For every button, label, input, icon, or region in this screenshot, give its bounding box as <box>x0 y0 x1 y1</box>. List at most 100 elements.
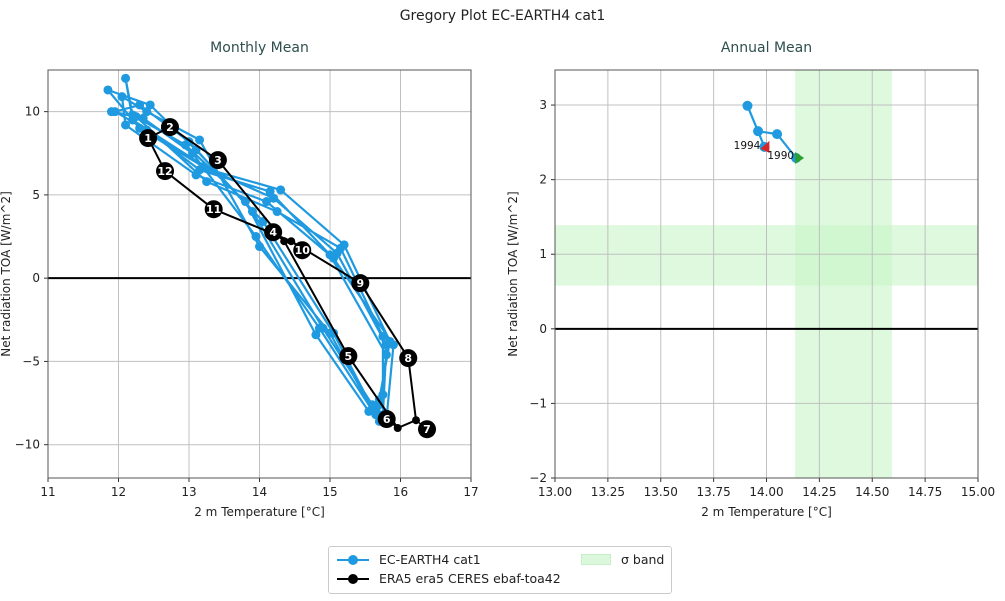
obs-point <box>280 237 289 246</box>
start-marker <box>795 152 805 165</box>
model-point <box>135 123 145 133</box>
x-tick-label: 14 <box>252 485 267 499</box>
legend-band-swatch <box>581 554 611 565</box>
x-tick-label: 16 <box>393 485 408 499</box>
obs-point-bubble <box>139 129 158 148</box>
obs-month-label: 12 <box>157 165 172 178</box>
x-tick-label: 13.50 <box>644 485 678 499</box>
x-tick-label: 15.00 <box>961 485 995 499</box>
model-point <box>180 140 190 150</box>
x-tick-label: 14.25 <box>802 485 836 499</box>
model-point <box>121 73 131 83</box>
x-tick-label: 13.00 <box>538 485 572 499</box>
model-point <box>195 165 205 175</box>
legend-entry-obs: ERA5 era5 CERES ebaf-toa42 <box>337 571 561 586</box>
model-point <box>753 126 764 137</box>
obs-point-bubble <box>160 118 179 137</box>
y-tick-label: −2 <box>529 471 547 485</box>
y-tick-label: 10 <box>25 105 40 119</box>
obs-month-label: 8 <box>404 352 412 365</box>
y-tick-label: 3 <box>539 98 547 112</box>
model-point <box>205 165 215 175</box>
x-tick-label: 11 <box>40 485 55 499</box>
model-point <box>325 250 335 260</box>
obs-month-label: 11 <box>206 203 221 216</box>
model-point <box>195 135 205 145</box>
model-point <box>378 390 388 400</box>
model-point <box>247 207 257 217</box>
obs-point-bubble <box>204 200 223 219</box>
obs-point-bubble <box>418 420 437 439</box>
obs-point-bubble <box>156 162 175 181</box>
end-marker <box>760 140 770 153</box>
model-point <box>378 331 388 341</box>
obs-point-bubble <box>377 410 396 429</box>
x-axis-label: 2 m Temperature [°C] <box>701 505 832 519</box>
y-tick-label: −10 <box>15 438 40 452</box>
obs-month-label: 10 <box>295 244 311 257</box>
x-tick-label: 17 <box>463 485 478 499</box>
model-point <box>251 232 261 242</box>
obs-month-label: 2 <box>166 121 174 134</box>
model-point <box>374 400 384 410</box>
x-tick-label: 13.75 <box>696 485 730 499</box>
model-point <box>272 207 282 217</box>
obs-point <box>287 237 296 246</box>
obs-point-bubble <box>399 349 418 368</box>
legend-entry-band: σ band <box>581 552 664 567</box>
obs-month-label: 3 <box>214 154 222 167</box>
model-point <box>269 193 279 203</box>
x-tick-label: 13 <box>181 485 196 499</box>
obs-point-bubble <box>208 151 227 170</box>
y-axis-label: Net radiation TOA [W/m^2] <box>506 191 520 357</box>
obs-month-label: 1 <box>144 132 152 145</box>
y-tick-label: −1 <box>529 396 547 410</box>
legend-obs-label: ERA5 era5 CERES ebaf-toa42 <box>379 571 561 586</box>
obs-point-bubble <box>264 223 283 242</box>
model-point <box>138 113 148 123</box>
model-point <box>367 405 377 415</box>
model-point <box>381 350 391 360</box>
x-tick-label: 14.00 <box>749 485 783 499</box>
start-year-label: 1990 <box>767 150 794 162</box>
obs-point-bubble <box>293 241 312 260</box>
obs-point-bubble <box>351 274 370 293</box>
obs-month-label: 4 <box>269 226 277 239</box>
obs-point-bubble <box>339 347 358 366</box>
model-point <box>142 107 152 117</box>
y-tick-label: 1 <box>539 247 547 261</box>
axes-frame <box>554 69 979 479</box>
model-point <box>188 148 198 158</box>
axes-frame <box>47 69 472 479</box>
legend: EC-EARTH4 cat1 ERA5 era5 CERES ebaf-toa4… <box>328 546 672 594</box>
subplot-title: Annual Mean <box>721 40 812 56</box>
model-point <box>314 323 324 333</box>
legend-band-label: σ band <box>621 552 665 567</box>
model-point <box>742 100 753 111</box>
subplot-annual: 13.00 13.25 13.50 13.75 14.00 14.25 14.50 14.75… <box>506 40 995 519</box>
legend-model-swatch <box>337 554 369 565</box>
model-point <box>103 85 113 95</box>
x-tick-label: 13.25 <box>591 485 625 499</box>
model-point <box>106 107 116 117</box>
obs-month-label: 6 <box>383 413 391 426</box>
y-tick-label: 5 <box>32 188 40 202</box>
model-point <box>121 120 131 130</box>
model-point <box>336 243 346 253</box>
x-tick-label: 14.50 <box>855 485 889 499</box>
legend-entry-model: EC-EARTH4 cat1 <box>337 552 481 567</box>
model-point <box>311 330 321 340</box>
obs-month-label: 7 <box>423 423 431 436</box>
y-tick-label: 0 <box>32 271 40 285</box>
x-tick-label: 15 <box>322 485 337 499</box>
legend-obs-swatch <box>337 573 369 584</box>
obs-point <box>393 424 402 433</box>
y-tick-label: −5 <box>22 354 40 368</box>
model-point <box>772 129 783 140</box>
end-year-label: 1994 <box>734 140 761 152</box>
model-point <box>117 92 127 102</box>
y-tick-label: 2 <box>539 173 547 187</box>
legend-model-label: EC-EARTH4 cat1 <box>379 552 481 567</box>
model-point <box>262 197 272 207</box>
